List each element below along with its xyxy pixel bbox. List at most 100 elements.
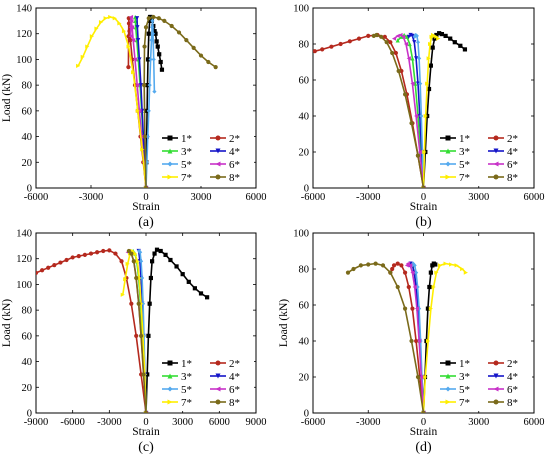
series-8 xyxy=(345,261,426,413)
chart-panel-4: -6000 -3000 0 3000 6000 0 20 40 60 80 100 Strain Loa… xyxy=(278,229,545,456)
data-point xyxy=(371,33,376,39)
y-axis-label: Load (kN) xyxy=(278,299,290,347)
data-point xyxy=(132,57,138,62)
data-point xyxy=(426,86,432,92)
data-point xyxy=(162,18,167,23)
data-point xyxy=(198,53,204,58)
legend: 1* 2* 3* 4* 5* 6* 7* 8* xyxy=(158,130,254,186)
data-point xyxy=(138,83,143,88)
x-tick-label: -6000 xyxy=(60,417,85,428)
data-point xyxy=(120,292,125,297)
data-point xyxy=(145,83,150,88)
data-point xyxy=(40,268,45,273)
x-tick-label: 3000 xyxy=(191,192,212,203)
data-point xyxy=(428,270,433,275)
legend-label: 3* xyxy=(459,146,470,158)
legend-label: 6* xyxy=(229,384,240,396)
legend-label: 3* xyxy=(181,146,192,158)
legend-item-7: 7* xyxy=(162,172,192,184)
data-point xyxy=(142,44,147,49)
data-point xyxy=(460,266,465,272)
data-point xyxy=(152,89,157,94)
data-point xyxy=(149,25,155,30)
x-axis-label: Strain xyxy=(132,201,160,213)
data-point xyxy=(430,45,435,50)
x-tick-label: -3000 xyxy=(356,192,381,203)
x-axis-label: Strain xyxy=(410,201,438,213)
data-point xyxy=(151,57,156,62)
data-point xyxy=(163,252,168,257)
data-point xyxy=(154,247,160,252)
data-point xyxy=(390,50,395,56)
data-point xyxy=(429,34,434,39)
data-point xyxy=(414,270,419,275)
data-point xyxy=(64,257,69,263)
series-layer xyxy=(345,261,468,413)
legend-label: 1* xyxy=(181,133,192,145)
data-point xyxy=(425,81,430,86)
data-point xyxy=(117,21,122,26)
data-point xyxy=(149,38,154,43)
data-point xyxy=(157,52,162,57)
y-tick-label: 20 xyxy=(299,148,310,159)
data-point xyxy=(413,32,418,38)
legend-item-4: 4* xyxy=(488,371,518,383)
y-tick-label: 40 xyxy=(22,132,33,143)
legend-label: 8* xyxy=(229,172,240,184)
data-point xyxy=(358,263,363,268)
data-point xyxy=(399,263,404,268)
data-point xyxy=(176,30,182,35)
data-point xyxy=(380,263,386,268)
data-point xyxy=(384,40,389,45)
legend: 1* 2* 3* 4* 5* 6* 7* 8* xyxy=(158,355,254,411)
data-point xyxy=(159,67,165,72)
data-point xyxy=(395,33,400,38)
series-7 xyxy=(421,261,468,413)
series-8 xyxy=(126,248,149,413)
x-axis-label: Strain xyxy=(132,426,160,438)
legend-label: 7* xyxy=(459,172,470,184)
data-point xyxy=(150,31,156,36)
series-layer xyxy=(313,31,468,188)
data-point xyxy=(156,16,161,21)
data-point xyxy=(395,38,400,43)
data-point xyxy=(373,261,378,266)
x-tick-label: 6000 xyxy=(209,417,230,428)
legend-marker xyxy=(215,135,221,141)
data-point xyxy=(423,374,428,380)
data-point xyxy=(437,31,442,36)
data-point xyxy=(206,59,211,65)
data-point xyxy=(126,248,131,254)
data-point xyxy=(146,108,151,113)
data-point xyxy=(88,251,94,256)
y-tick-label: 0 xyxy=(27,184,32,195)
data-point xyxy=(428,306,433,311)
legend-item-1: 1* xyxy=(162,358,192,370)
legend-item-3: 3* xyxy=(162,371,192,383)
series-line xyxy=(143,16,217,188)
data-point xyxy=(402,270,408,275)
chart-panel-2: -6000 -3000 0 3000 6000 0 20 40 60 80 100 Strain (b)… xyxy=(293,4,544,231)
data-point xyxy=(192,286,197,291)
data-point xyxy=(398,32,403,38)
legend-marker xyxy=(445,386,451,392)
data-point xyxy=(169,23,174,29)
series-line xyxy=(373,34,425,188)
data-point xyxy=(405,261,411,266)
panel-label: (b) xyxy=(415,215,432,230)
data-point xyxy=(184,38,189,43)
legend-item-8: 8* xyxy=(210,172,240,184)
series-8 xyxy=(142,14,218,188)
data-point xyxy=(406,56,411,61)
legend-item-2: 2* xyxy=(210,358,240,370)
data-point xyxy=(128,34,133,39)
legend-item-1: 1* xyxy=(440,133,470,145)
data-point xyxy=(213,65,218,70)
data-point xyxy=(443,33,448,38)
data-point xyxy=(412,34,417,39)
legend-marker xyxy=(215,360,221,366)
x-tick-label: 0 xyxy=(421,192,426,203)
data-point xyxy=(443,261,448,266)
legend-label: 5* xyxy=(459,384,470,396)
legend-item-5: 5* xyxy=(162,384,192,396)
